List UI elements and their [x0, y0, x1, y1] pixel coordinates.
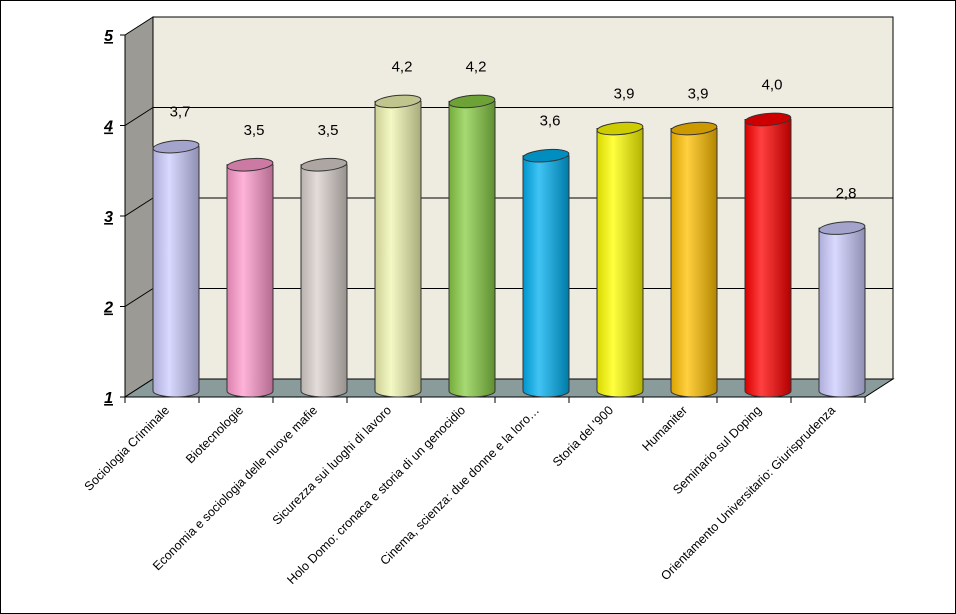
category-label: Cinema, scienza: due donne e la loro…	[377, 403, 542, 568]
value-label: 3,9	[688, 86, 709, 103]
category-label: Orientamento Universitario: Giurispruden…	[658, 403, 838, 583]
value-label: 3,5	[318, 122, 339, 139]
category-label: Sociologia Criminale	[82, 403, 173, 494]
bar-8: 3,9	[670, 86, 718, 398]
category-label: Sicurezza sui luoghi di lavoro	[270, 403, 394, 527]
value-label: 4,0	[762, 77, 783, 94]
value-label: 3,5	[244, 122, 265, 139]
category-label: Humaniter	[639, 403, 690, 454]
bar-2: 3,5	[226, 122, 274, 398]
bar-4: 4,2	[374, 58, 422, 398]
y-tick-label: 3	[104, 209, 113, 226]
y-tick-label: 1	[104, 390, 113, 407]
bar-5: 4,2	[448, 58, 496, 398]
bar-7: 3,9	[596, 86, 644, 398]
value-label: 4,2	[392, 58, 413, 75]
category-label: Economia e sociologia delle nuove mafie	[150, 403, 320, 573]
y-tick-label: 4	[103, 119, 113, 136]
y-tick-label: 2	[103, 300, 113, 317]
category-label: Storia del '900	[550, 403, 616, 469]
bar-9: 4,0	[744, 77, 792, 398]
category-label: Biotecnologie	[183, 403, 246, 466]
value-label: 3,9	[614, 86, 635, 103]
value-label: 3,6	[540, 113, 561, 130]
y-tick-label: 5	[104, 28, 114, 45]
bar-3: 3,5	[300, 122, 348, 398]
value-label: 3,7	[170, 104, 191, 121]
value-label: 2,8	[836, 185, 857, 202]
value-label: 4,2	[466, 58, 487, 75]
bar-10: 2,8	[818, 185, 866, 398]
bar-1: 3,7	[152, 104, 200, 398]
bar-6: 3,6	[522, 113, 570, 398]
